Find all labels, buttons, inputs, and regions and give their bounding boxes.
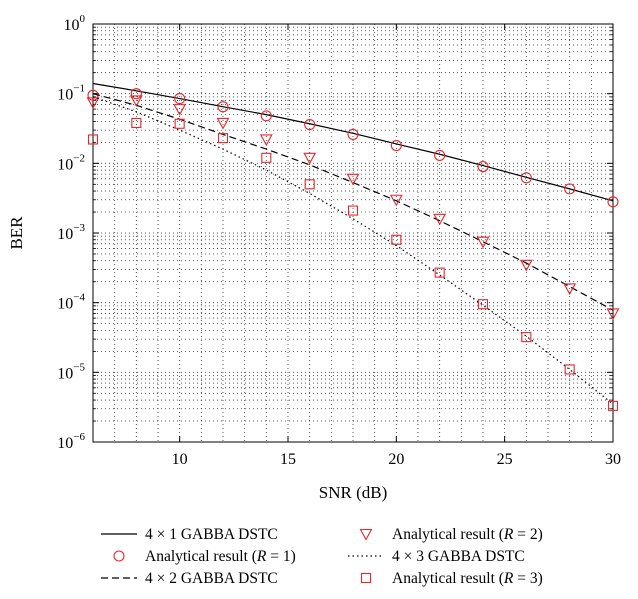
legend-item: Analytical result (R = 3) [360, 570, 543, 587]
legend-label: 4 × 1 GABBA DSTC [145, 526, 278, 543]
x-tick-label: 20 [388, 451, 404, 468]
data-point-marker [86, 97, 100, 110]
data-point-marker [519, 259, 533, 272]
data-point-marker [87, 134, 99, 145]
y-tick-label: 10−1 [57, 83, 85, 104]
data-point-marker [521, 332, 532, 343]
legend-item: 4 × 2 GABBA DSTC [101, 570, 278, 587]
x-axis-label: SNR (dB) [319, 483, 387, 502]
data-point-marker [347, 205, 359, 216]
data-point-marker [520, 172, 532, 184]
data-point-marker [564, 364, 575, 375]
series-1 [92, 82, 614, 202]
data-point-marker [563, 283, 577, 296]
data-point-marker [261, 152, 272, 163]
y-tick-label: 100 [64, 13, 86, 34]
legend-item: 4 × 3 GABBA DSTC [348, 548, 525, 565]
y-tick-label: 10−6 [57, 431, 85, 452]
legend-label: 4 × 3 GABBA DSTC [392, 548, 525, 565]
data-point-marker [347, 128, 359, 140]
series-line [92, 93, 614, 311]
data-point-marker [174, 118, 185, 129]
data-point-marker [216, 117, 230, 130]
legend-swatch-marker [113, 550, 125, 562]
data-point-marker [346, 173, 360, 186]
x-tick-label: 15 [280, 451, 296, 468]
series-3 [92, 93, 614, 311]
data-point-marker [607, 400, 619, 411]
series-line [92, 96, 614, 405]
grid-lines [93, 24, 613, 442]
legend-label: 4 × 2 GABBA DSTC [145, 570, 278, 587]
data-point-marker [130, 88, 142, 100]
data-point-marker [389, 194, 403, 207]
x-tick-label: 25 [497, 451, 513, 468]
legend-label: Analytical result (R = 3) [392, 570, 543, 587]
data-point-marker [173, 104, 187, 116]
data-point-marker [304, 179, 315, 190]
data-point-marker [217, 133, 229, 144]
axis-ticks: 10 15 20 25 30 100 10−1 10−2 10−3 10−4 10−5 10−6 [57, 13, 621, 468]
data-point-marker [433, 213, 447, 226]
y-tick-label: 10−4 [57, 292, 85, 313]
y-tick-label: 10−5 [57, 361, 85, 382]
data-point-marker [303, 152, 317, 165]
legend-item: Analytical result (R = 1) [113, 548, 296, 565]
data-point-marker [259, 134, 273, 147]
data-point-marker [477, 160, 489, 173]
legend-item: 4 × 1 GABBA DSTC [101, 526, 278, 543]
x-tick-label: 30 [605, 451, 621, 468]
legend-swatch-marker [360, 572, 372, 584]
data-point-marker [129, 95, 143, 108]
y-axis-label: BER [7, 216, 26, 250]
y-tick-label: 10−2 [57, 152, 85, 173]
series-5 [92, 96, 614, 405]
series-6 [87, 117, 619, 411]
legend-item: Analytical result (R = 2) [359, 526, 543, 543]
y-tick-label: 10−3 [57, 222, 85, 243]
legend-swatch-marker [359, 528, 373, 541]
series-4 [86, 95, 620, 321]
data-point-marker [476, 236, 490, 249]
data-point-marker [217, 101, 229, 113]
data-point-marker [606, 308, 620, 321]
legend: 4 × 1 GABBA DSTC Analytical result (R = 1… [101, 526, 543, 587]
series-line [92, 82, 614, 202]
data-point-marker [564, 183, 576, 195]
data-point-marker [131, 117, 142, 128]
data-point-marker [607, 196, 619, 208]
data-point-marker [304, 119, 316, 131]
data-point-marker [434, 267, 445, 278]
x-tick-label: 10 [172, 451, 188, 468]
legend-label: Analytical result (R = 2) [392, 526, 543, 543]
data-point-marker [391, 234, 402, 245]
data-point-marker [174, 93, 186, 105]
series-2 [87, 88, 619, 208]
legend-label: Analytical result (R = 1) [145, 548, 296, 565]
data-point-marker [434, 149, 446, 161]
data-point-marker [477, 299, 489, 310]
data-point-marker [390, 139, 402, 152]
series-layer [86, 82, 620, 411]
data-point-marker [260, 110, 272, 122]
